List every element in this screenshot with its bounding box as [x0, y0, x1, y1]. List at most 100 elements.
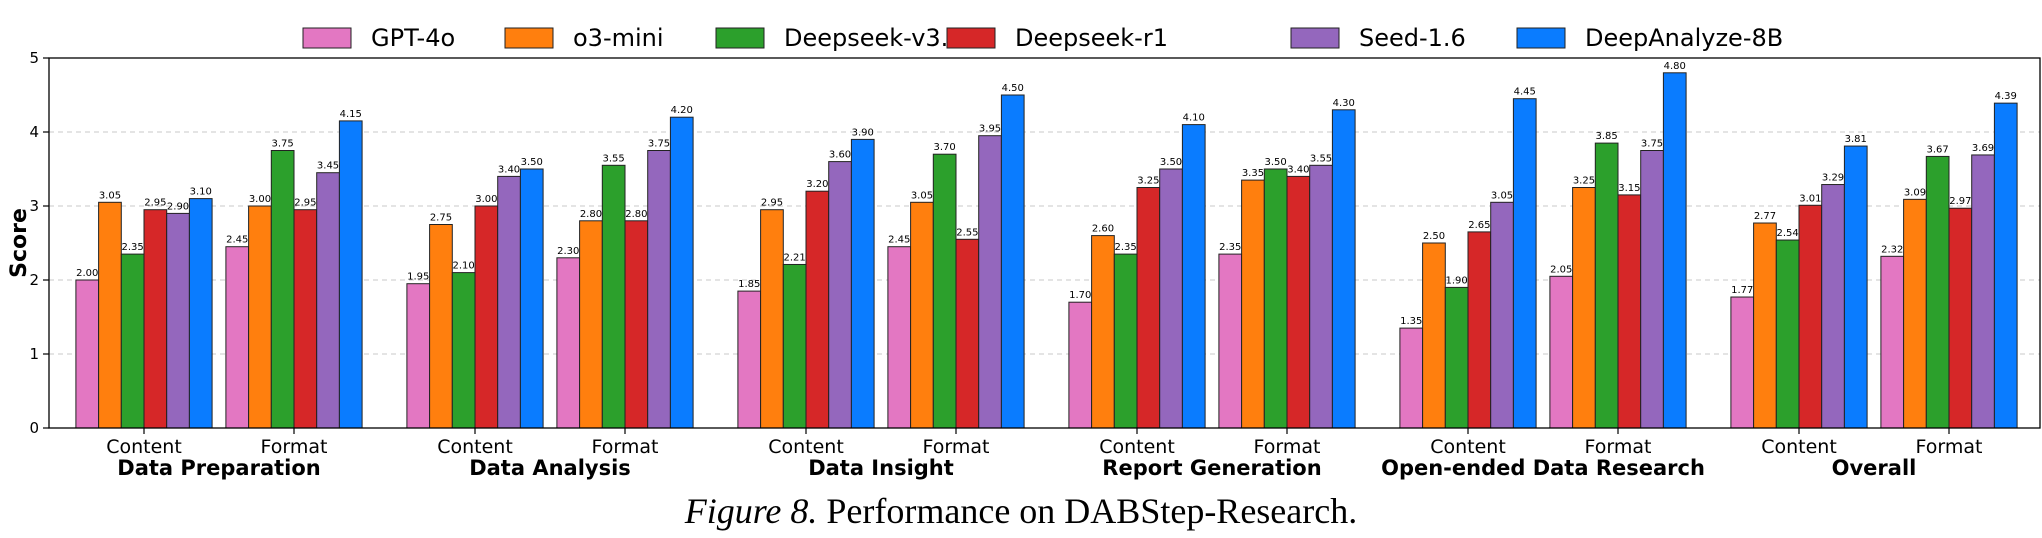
bar-deepseek-r1 [1136, 187, 1161, 429]
bar-o3-mini [1241, 179, 1265, 429]
legend-label: Deepseek-v3.1 [784, 24, 964, 52]
figure-number: Figure 8. [684, 491, 818, 531]
bar-deepanalyze-8b [188, 198, 213, 429]
bar-value-label: 3.67 [1927, 144, 1949, 155]
bar-value-label: 3.50 [1265, 157, 1287, 168]
bar-value-label: 2.77 [1754, 211, 1776, 222]
bar-deepseek-v3-1 [1594, 142, 1619, 429]
x-group-label: Report Generation [1102, 456, 1321, 480]
bar-value-label: 3.05 [911, 190, 933, 201]
bar-gpt-4o [1068, 301, 1093, 429]
bar-value-label: 1.95 [407, 272, 429, 283]
bar-value-label: 3.20 [806, 179, 828, 190]
bar-value-label: 3.75 [1641, 139, 1663, 150]
bar-seed-1-6 [1971, 154, 1995, 429]
bar-gpt-4o [737, 290, 762, 429]
y-axis-label: Score [7, 208, 32, 278]
bar-deepseek-v3-1 [601, 164, 626, 429]
bar-seed-1-6 [1490, 201, 1514, 429]
legend-swatch [715, 27, 765, 49]
bar-value-label: 1.35 [1400, 316, 1422, 327]
bar-deepseek-v3-1 [1925, 155, 1950, 429]
bar-deepseek-r1 [474, 205, 499, 429]
bar-value-label: 2.97 [1949, 196, 1971, 207]
x-group-label: Data Preparation [117, 456, 320, 480]
legend-label: Deepseek-r1 [1015, 24, 1168, 52]
y-tick-label: 0 [29, 419, 39, 437]
bar-value-label: 2.90 [167, 201, 189, 212]
bar-deepseek-r1 [1617, 194, 1642, 429]
legend: GPT-4o o3-mini Deepseek-v3.1 Deepseek-r1 See… [302, 24, 1783, 52]
bar-deepanalyze-8b [1331, 109, 1356, 429]
bar-value-label: 3.25 [1573, 176, 1595, 187]
bar-seed-1-6 [828, 161, 852, 429]
y-tick-label: 3 [29, 197, 39, 215]
bar-gpt-4o [556, 257, 581, 429]
legend-swatch [1290, 27, 1340, 49]
bar-gpt-4o [887, 246, 912, 429]
bar-value-label: 2.05 [1550, 264, 1572, 275]
bar-o3-mini [429, 224, 453, 429]
legend-label: Seed-1.6 [1359, 24, 1466, 52]
bar-seed-1-6 [1821, 184, 1845, 429]
bar-value-label: 3.50 [521, 157, 543, 168]
bar-o3-mini [1091, 235, 1115, 429]
bar-value-label: 2.95 [294, 198, 316, 209]
bar-value-label: 3.75 [272, 139, 294, 150]
plot-frame [48, 57, 2041, 429]
bar-value-label: 3.10 [190, 187, 212, 198]
bar-deepseek-r1 [143, 209, 168, 429]
bar-value-label: 2.30 [557, 246, 579, 257]
bar-seed-1-6 [316, 172, 340, 429]
bar-value-label: 3.01 [1799, 193, 1821, 204]
x-sub-label: Content [768, 436, 844, 458]
bar-gpt-4o [225, 246, 250, 429]
legend-label: o3-mini [573, 24, 664, 52]
bar-gpt-4o [1399, 327, 1424, 429]
bar-value-label: 2.35 [122, 242, 144, 253]
bar-value-label: 3.05 [99, 190, 121, 201]
bar-value-label: 3.05 [1491, 190, 1513, 201]
legend-swatch [302, 27, 352, 49]
bar-gpt-4o [75, 279, 100, 429]
y-tick-label: 2 [29, 271, 39, 289]
x-sub-label: Format [923, 436, 990, 458]
bar-gpt-4o [406, 283, 431, 429]
bar-value-label: 3.69 [1972, 143, 1994, 154]
value-labels: 2.003.052.352.95 2.903.102.453.003.752.95… [76, 61, 2017, 327]
bar-value-label: 2.80 [625, 209, 647, 220]
bar-value-label: 3.75 [648, 139, 670, 150]
bar-value-label: 4.30 [1333, 98, 1355, 109]
bar-value-label: 1.77 [1731, 285, 1753, 296]
bar-deepseek-v3-1 [120, 253, 145, 429]
bar-value-label: 3.95 [979, 124, 1001, 135]
x-group-label: Data Analysis [469, 456, 631, 480]
bar-value-label: 4.15 [340, 109, 362, 120]
x-sub-label: Format [1916, 436, 1983, 458]
bar-deepseek-v3-1 [782, 263, 807, 429]
bar-o3-mini [760, 209, 784, 429]
bar-deepanalyze-8b [1181, 124, 1206, 429]
bar-value-label: 3.00 [475, 194, 497, 205]
bar-value-label: 2.00 [76, 268, 98, 279]
bar-seed-1-6 [1309, 164, 1333, 429]
bar-value-label: 2.80 [580, 209, 602, 220]
bar-deepseek-r1 [955, 238, 980, 429]
legend-swatch [1516, 27, 1566, 49]
y-tick-label: 5 [29, 49, 39, 67]
bar-o3-mini [1422, 242, 1446, 429]
legend-swatch [504, 27, 554, 49]
y-tick-label: 4 [29, 123, 39, 141]
bar-o3-mini [1572, 187, 1596, 429]
x-sub-label: Format [592, 436, 659, 458]
bar-deepanalyze-8b [519, 168, 544, 429]
bar-deepseek-r1 [1948, 207, 1973, 429]
bar-deepseek-r1 [1467, 231, 1492, 429]
bar-o3-mini [98, 201, 122, 429]
bar-deepseek-r1 [1286, 175, 1311, 429]
bar-deepanalyze-8b [669, 116, 694, 429]
bar-deepseek-v3-1 [1444, 286, 1469, 429]
bar-value-label: 2.45 [226, 235, 248, 246]
legend-label: DeepAnalyze-8B [1585, 24, 1783, 52]
bar-value-label: 3.45 [317, 161, 339, 172]
